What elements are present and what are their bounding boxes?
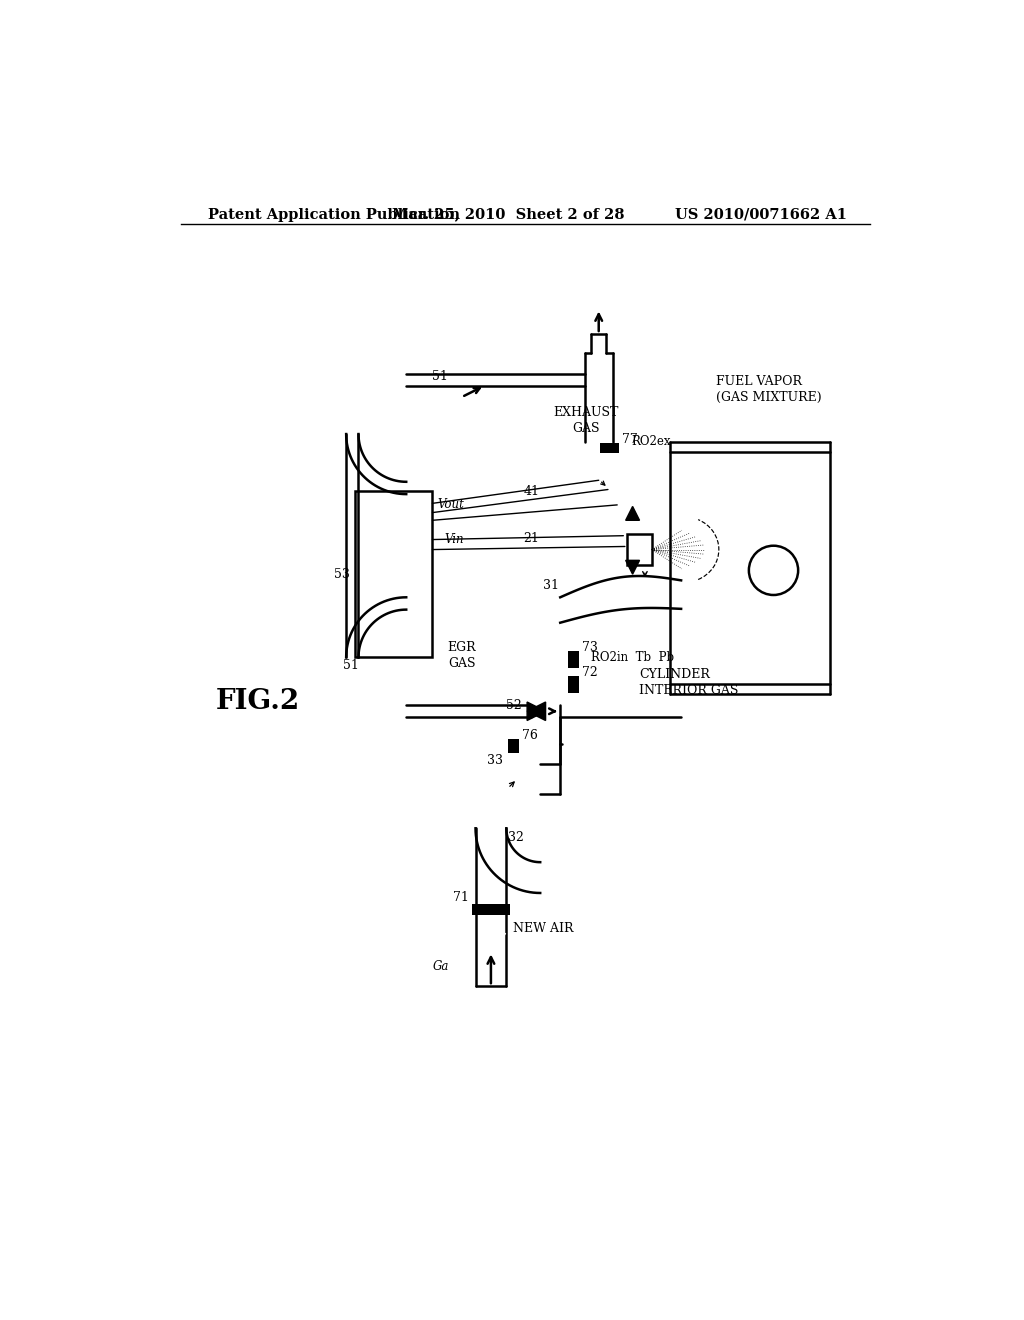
Text: 53: 53 [334,568,350,581]
Text: Vout: Vout [437,499,464,511]
Bar [600,444,618,453]
Text: 77: 77 [622,433,638,446]
Text: RO2ex: RO2ex [631,436,671,449]
Text: 71: 71 [454,891,469,904]
Text: 72: 72 [582,667,598,680]
Text: 21: 21 [523,532,539,545]
Text: 52: 52 [506,698,522,711]
Polygon shape [626,507,640,520]
Text: Vin: Vin [444,533,464,546]
Text: FUEL VAPOR
(GAS MIXTURE): FUEL VAPOR (GAS MIXTURE) [716,375,821,404]
Text: 51: 51 [343,659,359,672]
Polygon shape [527,702,546,721]
Polygon shape [527,702,546,721]
Bar [472,904,510,915]
Text: 73: 73 [582,640,598,653]
Text: 31: 31 [543,579,558,593]
Text: FIG.2: FIG.2 [215,688,300,714]
Bar [568,676,579,693]
Bar [628,535,652,565]
Text: Mar. 25, 2010  Sheet 2 of 28: Mar. 25, 2010 Sheet 2 of 28 [391,207,624,222]
Polygon shape [626,561,640,574]
Text: Patent Application Publication: Patent Application Publication [208,207,460,222]
Text: NEW AIR: NEW AIR [513,921,573,935]
Text: 33: 33 [487,754,503,767]
Circle shape [749,545,798,595]
Text: Ga: Ga [433,961,450,973]
Text: EXHAUST
GAS: EXHAUST GAS [553,405,618,434]
Text: 41: 41 [523,484,540,498]
Text: 32: 32 [508,832,523,843]
Text: RO2in  Tb  Pb: RO2in Tb Pb [591,651,674,664]
Text: EGR
GAS: EGR GAS [447,640,476,669]
Bar [355,491,432,656]
Bar [508,739,518,752]
Bar [568,651,579,668]
Text: 76: 76 [521,730,538,742]
Text: CYLINDER
INTERIOR GAS: CYLINDER INTERIOR GAS [639,668,738,697]
Text: 51: 51 [432,370,449,383]
Text: US 2010/0071662 A1: US 2010/0071662 A1 [675,207,847,222]
